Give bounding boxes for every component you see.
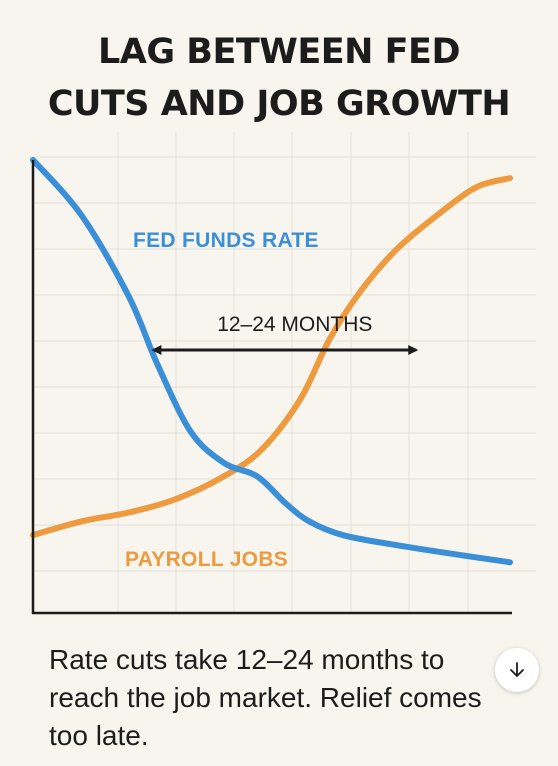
- chart-title: LAG BETWEEN FED CUTS AND JOB GROWTH: [0, 26, 558, 130]
- lag-annotation-label: 12–24 MONTHS: [217, 313, 372, 336]
- series-label-payroll-jobs: PAYROLL JOBS: [125, 548, 288, 571]
- chart-axes: [31, 160, 512, 615]
- chart-title-line-1: LAG BETWEEN FED: [97, 32, 461, 72]
- arrow-down-icon: [510, 662, 524, 677]
- line-chart: 12–24 MONTHS FED FUNDS RATE PAYROLL JOBS: [30, 132, 536, 615]
- chart-annotations: 12–24 MONTHS: [151, 313, 419, 355]
- chart-series: [30, 157, 513, 566]
- chart-grid: [33, 132, 536, 612]
- scroll-down-button[interactable]: [495, 648, 539, 692]
- chart-title-line-2: CUTS AND JOB GROWTH: [47, 84, 511, 124]
- series-line-payroll-jobs: [30, 175, 513, 539]
- series-line-fed-funds-rate: [30, 157, 513, 566]
- series-label-fed-funds: FED FUNDS RATE: [133, 229, 319, 252]
- chart-caption: Rate cuts take 12–24 months to reach the…: [49, 644, 482, 751]
